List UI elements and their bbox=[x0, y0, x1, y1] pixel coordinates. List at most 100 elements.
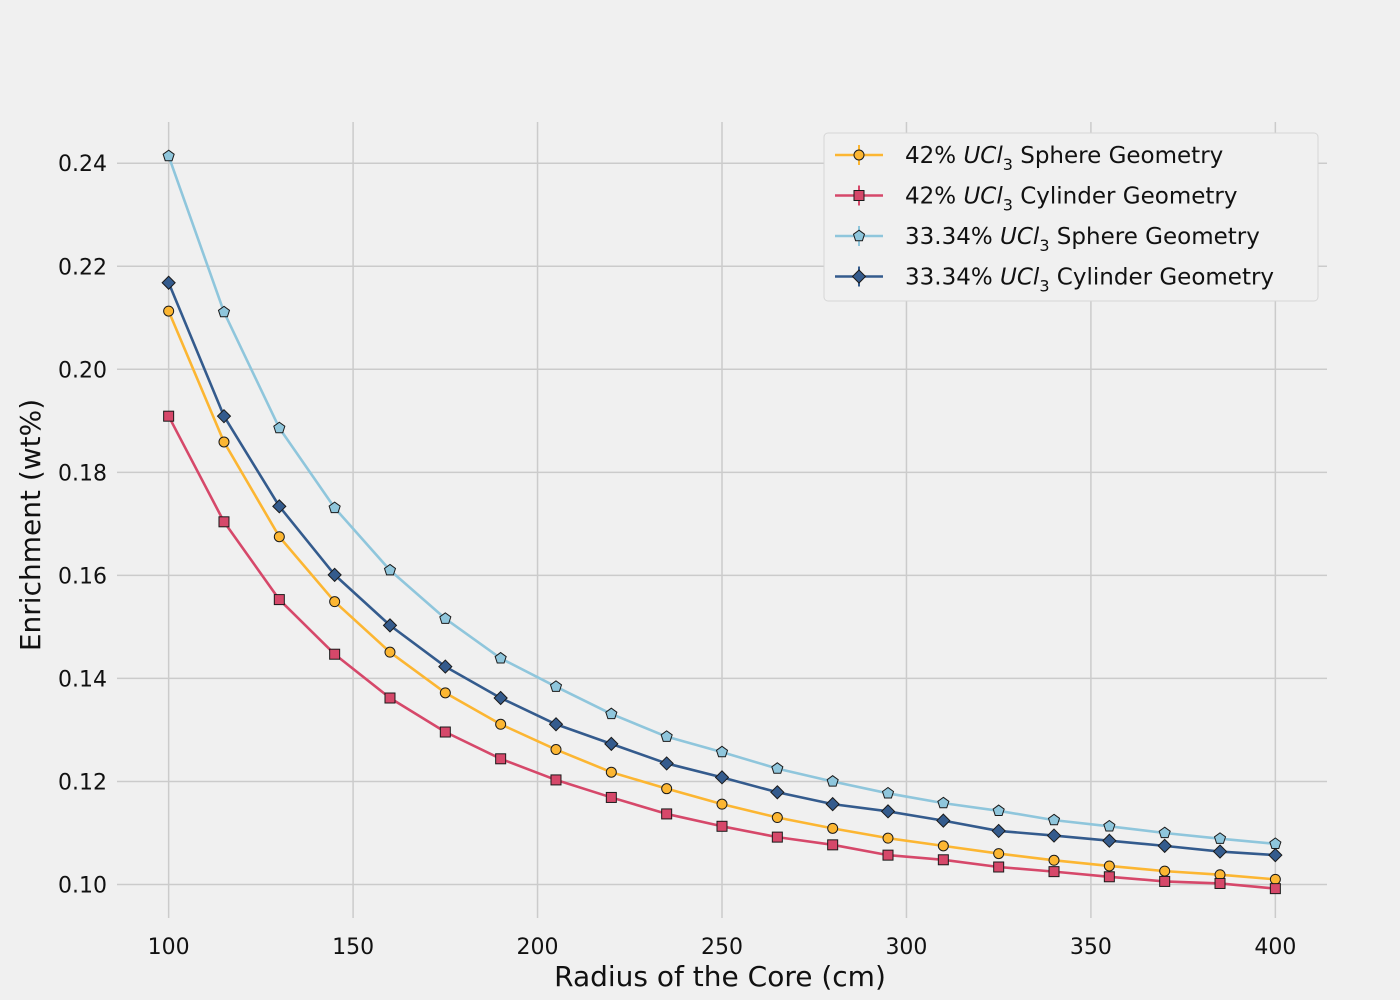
data-point bbox=[1103, 819, 1116, 832]
legend-marker bbox=[851, 269, 867, 284]
y-tick-label: 0.20 bbox=[58, 358, 107, 383]
legend-marker bbox=[853, 149, 865, 161]
legend-label-suffix: Cylinder Geometry bbox=[1013, 184, 1238, 210]
legend-marker bbox=[853, 190, 865, 201]
legend-label-suffix: Sphere Geometry bbox=[1050, 224, 1260, 250]
data-point bbox=[882, 849, 894, 861]
x-tick-label: 350 bbox=[1070, 935, 1112, 960]
legend-label-prefix: 33.34% bbox=[905, 224, 1000, 250]
data-point bbox=[273, 531, 285, 543]
legend-box bbox=[823, 132, 1319, 302]
data-point bbox=[827, 839, 839, 851]
x-tick-label: 400 bbox=[1254, 935, 1296, 960]
series-layer bbox=[161, 149, 1283, 895]
legend-label: 33.34% UCl3 Sphere Geometry bbox=[905, 224, 1260, 255]
data-point bbox=[771, 762, 784, 774]
legend-item: 42% UCl3 Sphere Geometry bbox=[835, 143, 1223, 174]
data-point bbox=[384, 692, 396, 704]
data-point bbox=[659, 756, 674, 771]
x-axis-title: Radius of the Core (cm) bbox=[554, 960, 886, 993]
data-point bbox=[827, 822, 839, 834]
data-point bbox=[272, 499, 287, 514]
data-point bbox=[273, 421, 286, 434]
data-point bbox=[604, 736, 619, 752]
data-point bbox=[550, 774, 562, 786]
data-point bbox=[548, 717, 564, 732]
data-point bbox=[770, 785, 785, 800]
data-point bbox=[218, 516, 230, 528]
series-3 bbox=[162, 149, 1282, 850]
data-point bbox=[716, 798, 728, 810]
data-point bbox=[992, 804, 1005, 817]
data-point bbox=[716, 820, 728, 832]
data-point bbox=[329, 648, 341, 660]
legend-label-suffix: Cylinder Geometry bbox=[1050, 265, 1275, 291]
y-tick-label: 0.12 bbox=[58, 770, 107, 795]
data-point bbox=[937, 854, 949, 866]
legend-label: 33.34% UCl3 Cylinder Geometry bbox=[905, 265, 1274, 296]
data-point bbox=[605, 791, 617, 803]
data-point bbox=[1269, 883, 1281, 895]
y-tick-label: 0.14 bbox=[58, 667, 107, 692]
data-point bbox=[1268, 847, 1283, 863]
data-point bbox=[936, 813, 951, 828]
data-point bbox=[327, 567, 342, 583]
data-point bbox=[1157, 838, 1172, 854]
legend-label-formula: UCl bbox=[1000, 265, 1040, 291]
data-point bbox=[218, 436, 230, 448]
data-point bbox=[937, 840, 949, 852]
data-point bbox=[1212, 844, 1228, 859]
legend-label-prefix: 42% bbox=[905, 143, 963, 169]
data-point bbox=[825, 796, 840, 812]
data-point bbox=[937, 796, 950, 809]
data-point bbox=[438, 659, 453, 674]
gridlines bbox=[117, 122, 1327, 918]
data-point bbox=[161, 275, 176, 290]
data-point bbox=[384, 646, 396, 658]
series-1 bbox=[163, 305, 1281, 885]
legend-label-prefix: 33.34% bbox=[905, 265, 1000, 291]
legend-label: 42% UCl3 Sphere Geometry bbox=[905, 143, 1223, 174]
data-point bbox=[273, 594, 285, 606]
data-point bbox=[771, 831, 783, 843]
data-point bbox=[993, 848, 1005, 860]
data-point bbox=[163, 410, 175, 422]
x-tick-label: 100 bbox=[148, 935, 190, 960]
x-tick-labels: 100 150 200 250 300 350 400 bbox=[148, 935, 1297, 960]
data-point bbox=[494, 651, 507, 664]
data-point bbox=[1214, 877, 1226, 889]
legend-item: 33.34% UCl3 Cylinder Geometry bbox=[835, 265, 1274, 296]
data-point bbox=[1048, 854, 1060, 866]
data-point bbox=[439, 612, 452, 624]
data-point bbox=[329, 596, 341, 608]
legend-label-subscript: 3 bbox=[1003, 196, 1013, 215]
data-point bbox=[715, 745, 729, 758]
legend-label-prefix: 42% bbox=[905, 184, 963, 210]
y-tick-label: 0.18 bbox=[58, 461, 107, 486]
y-tick-label: 0.16 bbox=[58, 564, 107, 589]
y-tick-label: 0.24 bbox=[58, 152, 107, 177]
x-tick-label: 250 bbox=[701, 935, 743, 960]
x-tick-label: 300 bbox=[885, 935, 927, 960]
data-point bbox=[217, 305, 231, 318]
data-point bbox=[382, 618, 398, 633]
legend-label: 42% UCl3 Cylinder Geometry bbox=[905, 184, 1237, 215]
data-point bbox=[1269, 873, 1281, 885]
data-point bbox=[771, 812, 783, 824]
data-point bbox=[163, 305, 175, 317]
data-point bbox=[495, 753, 507, 765]
x-tick-label: 200 bbox=[517, 935, 559, 960]
data-point bbox=[383, 563, 397, 576]
data-point bbox=[549, 680, 563, 692]
data-point bbox=[605, 707, 618, 720]
data-point bbox=[881, 786, 895, 799]
data-point bbox=[661, 783, 673, 795]
data-point bbox=[1103, 871, 1115, 883]
data-point bbox=[661, 808, 673, 820]
data-point bbox=[1046, 828, 1062, 843]
data-point bbox=[216, 408, 232, 424]
legend-label-subscript: 3 bbox=[1003, 155, 1013, 174]
data-point bbox=[826, 775, 839, 787]
